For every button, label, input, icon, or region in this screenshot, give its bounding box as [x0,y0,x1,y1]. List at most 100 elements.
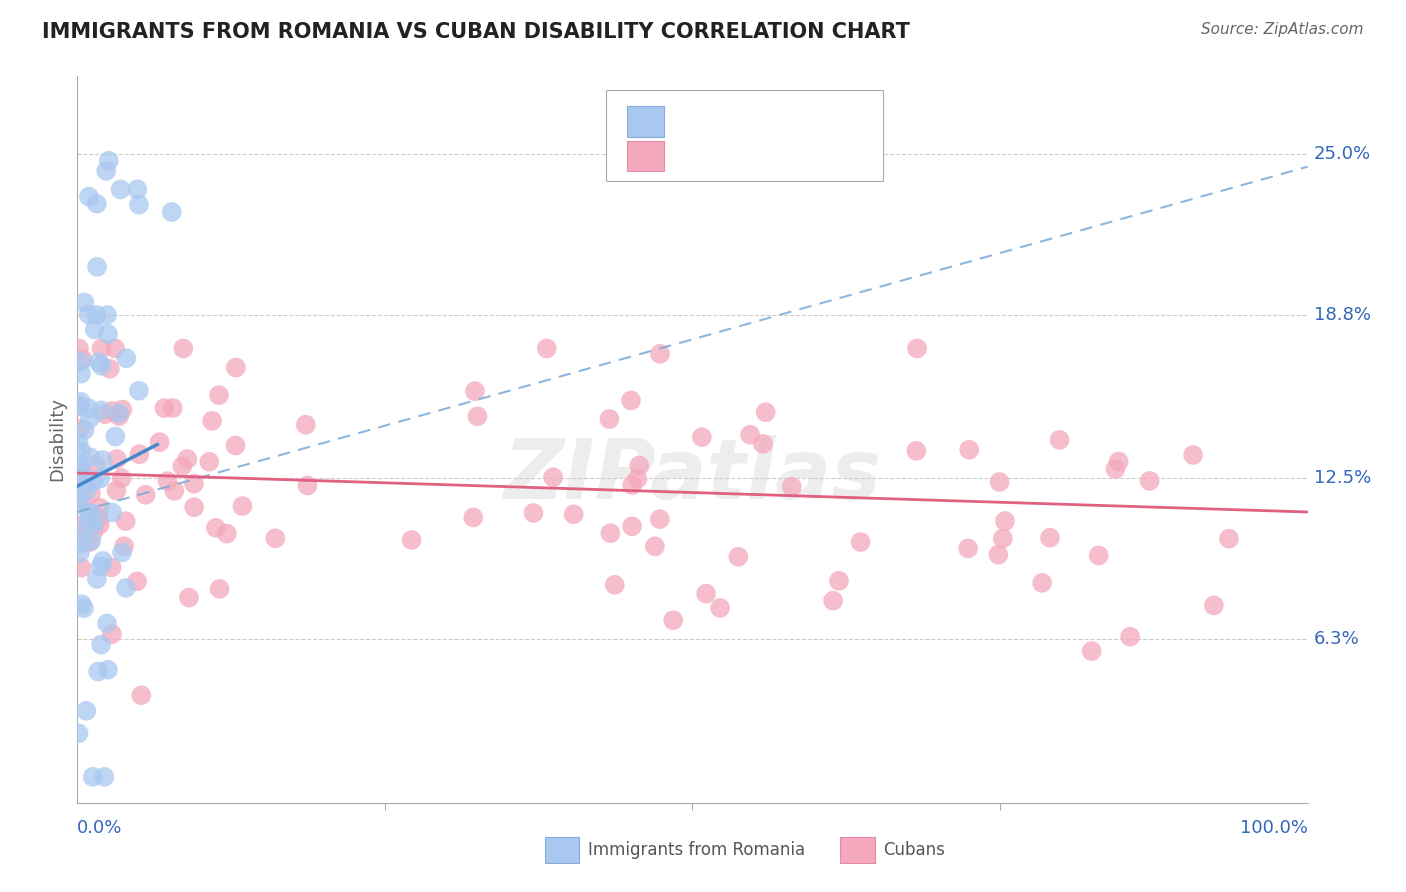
Point [70,395,93,409]
Point [294,417,316,432]
Point [662,613,685,627]
Point [87,511,110,525]
Point [96,164,118,178]
Point [86,196,108,211]
Point [77,535,100,549]
Point [115,581,138,595]
Point [108,409,131,423]
Text: ZIPatlas: ZIPatlas [503,435,882,516]
Point [83,517,105,532]
Text: R =: R = [676,147,713,165]
Point [69,354,91,368]
Point [225,360,247,375]
Point [172,459,194,474]
Point [90,559,112,574]
Point [177,591,200,605]
Bar [627,106,664,136]
Point [90,342,112,356]
Point [110,182,132,196]
Point [1218,532,1240,546]
Point [70,467,93,481]
Point [599,526,621,541]
Point [79,411,101,425]
Point [464,384,486,399]
Point [82,770,104,784]
Point [77,190,100,204]
Point [264,531,287,545]
Point [128,197,150,211]
Point [598,412,620,426]
Point [198,455,221,469]
Point [156,474,179,488]
Point [1139,474,1161,488]
Point [780,480,803,494]
Point [208,582,231,596]
Point [1080,644,1102,658]
Point [97,153,120,168]
Point [905,342,928,356]
Point [129,688,152,702]
Text: 18.8%: 18.8% [1313,306,1371,324]
Point [536,342,558,356]
Point [84,308,107,322]
Point [562,508,585,522]
Point [1182,448,1205,462]
Point [67,726,90,740]
Point [94,407,117,421]
Text: 108: 108 [834,147,869,165]
Point [86,572,108,586]
Text: 100.0%: 100.0% [1240,819,1308,837]
Point [603,578,626,592]
Point [648,347,671,361]
Point [73,601,96,615]
Point [67,492,90,507]
Point [98,362,121,376]
Bar [627,141,664,171]
Point [80,506,103,520]
Point [67,519,90,533]
Point [100,560,122,574]
Point [957,442,980,457]
Point [125,574,148,589]
Point [105,452,128,467]
Text: 12.5%: 12.5% [1313,469,1371,487]
Point [215,526,238,541]
Point [823,593,845,607]
Point [73,472,96,486]
Point [90,359,112,373]
Point [176,452,198,467]
Point [111,402,134,417]
FancyBboxPatch shape [606,90,883,181]
Point [101,404,124,418]
Text: 0.056: 0.056 [723,112,776,130]
Point [96,308,118,322]
Point [105,483,128,498]
Bar [841,837,875,863]
Point [93,770,115,784]
Point [87,665,110,679]
Point [828,574,851,588]
Point [621,519,644,533]
Point [83,474,105,488]
Point [70,444,93,458]
Point [163,483,186,498]
Text: Source: ZipAtlas.com: Source: ZipAtlas.com [1201,22,1364,37]
Point [172,342,194,356]
Point [111,471,134,485]
Point [69,546,91,560]
Point [70,597,93,611]
Point [467,409,489,424]
Point [67,524,90,539]
Point [91,554,114,568]
Point [988,475,1011,489]
Point [112,539,135,553]
Point [1119,630,1142,644]
Point [77,511,100,525]
Point [135,488,157,502]
Text: R =: R = [676,112,713,130]
Text: 0.0%: 0.0% [77,819,122,837]
Point [97,326,120,341]
Text: N =: N = [787,112,824,130]
Point [128,384,150,398]
Point [752,437,775,451]
